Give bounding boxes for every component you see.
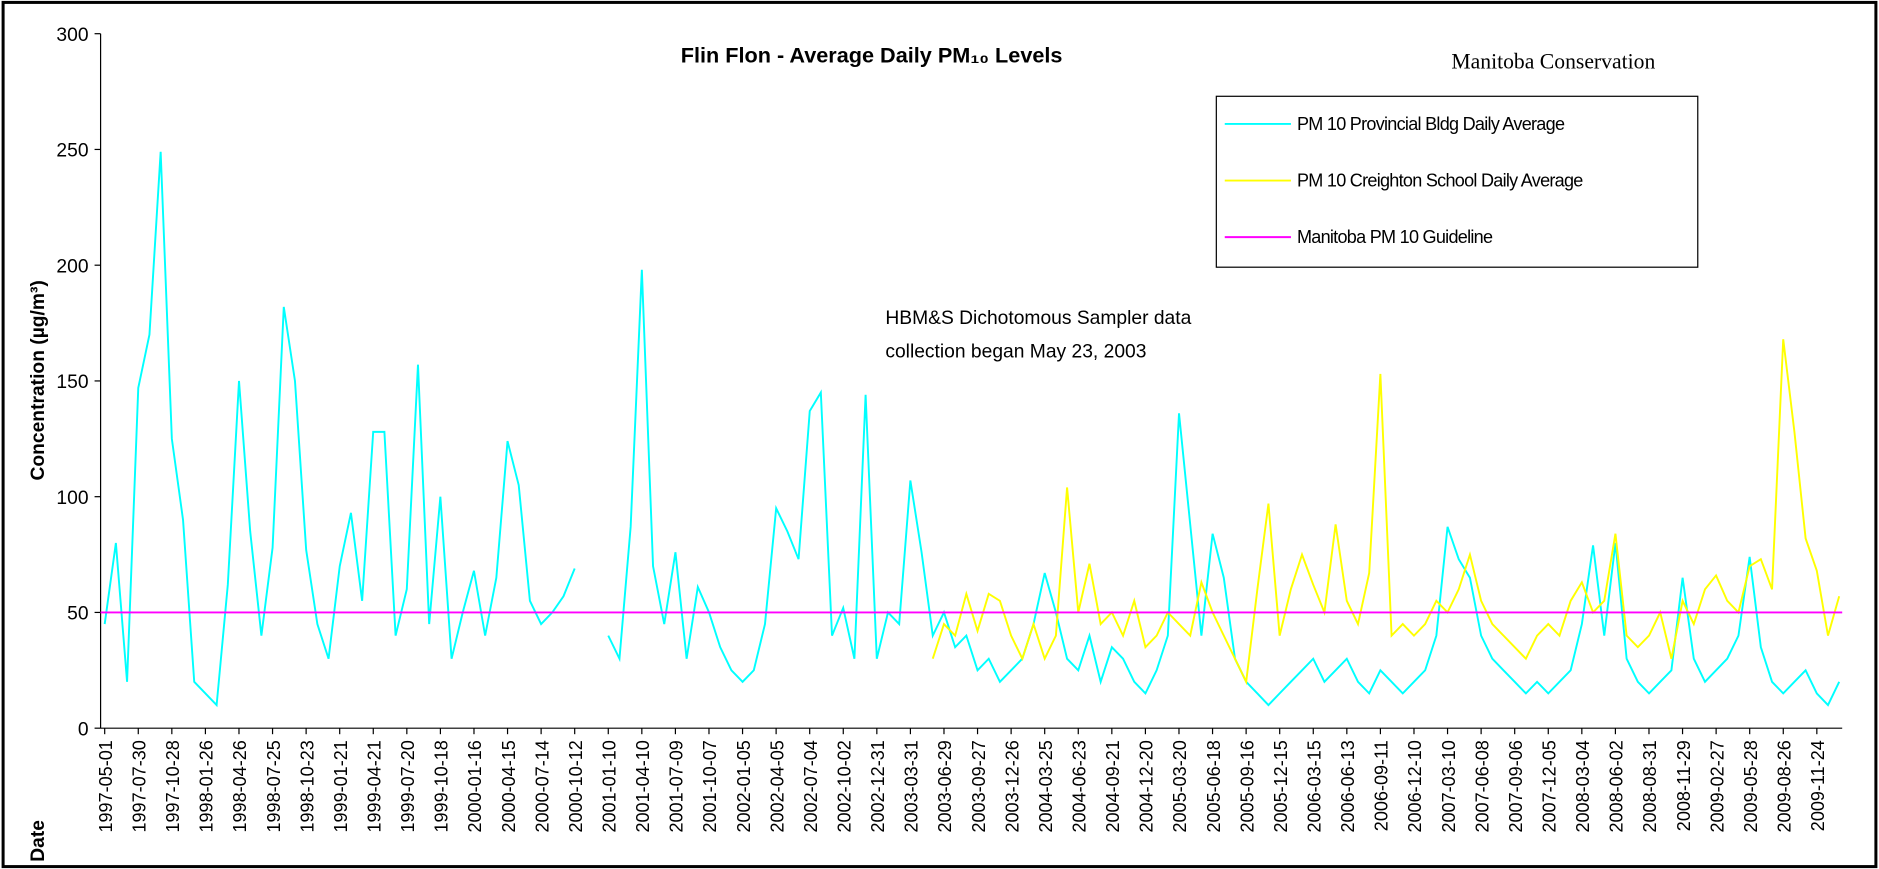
x-tick-label: 2002-01-05 xyxy=(734,740,754,832)
x-tick-label: 2003-12-26 xyxy=(1002,740,1022,832)
x-tick-label: 2006-09-11 xyxy=(1372,740,1392,831)
legend xyxy=(1215,95,1699,268)
x-tick-label: 2009-05-28 xyxy=(1741,740,1761,832)
x-tick-label: 2008-03-04 xyxy=(1573,740,1593,832)
legend-label: PM 10 Creighton School Daily Average xyxy=(1297,171,1583,191)
x-tick-label: 2004-06-23 xyxy=(1069,740,1089,832)
x-tick-label: 2005-12-15 xyxy=(1271,740,1291,832)
x-tick-label: 2002-10-02 xyxy=(834,740,854,832)
x-tick-label: 2000-10-12 xyxy=(566,740,586,832)
x-tick-label: 2009-02-27 xyxy=(1707,740,1727,832)
x-tick-label: 2000-01-16 xyxy=(465,740,485,832)
x-tick-label: 2006-03-15 xyxy=(1304,740,1324,832)
y-tick-label: 0 xyxy=(78,719,89,740)
x-tick-label: 2001-10-07 xyxy=(700,740,720,832)
y-tick-label: 150 xyxy=(56,372,88,393)
x-tick-label: 2003-06-29 xyxy=(935,740,955,832)
x-tick-label: 2007-03-10 xyxy=(1439,740,1459,832)
x-tick-label: 2008-11-29 xyxy=(1674,740,1694,831)
x-tick-label: 1999-04-21 xyxy=(364,740,384,832)
x-tick-label: 2007-06-08 xyxy=(1472,740,1492,832)
x-tick-label: 2005-09-16 xyxy=(1237,740,1257,832)
x-tick-label: 2004-12-20 xyxy=(1137,740,1157,832)
data-line xyxy=(103,151,1841,708)
legend-label: PM 10 Provincial Bldg Daily Average xyxy=(1297,114,1565,134)
x-tick-label: 1997-10-28 xyxy=(163,740,183,832)
x-tick-label: 2003-03-31 xyxy=(902,740,922,832)
x-tick-label: 1999-07-20 xyxy=(398,740,418,832)
x-tick-label: 2002-07-04 xyxy=(801,740,821,832)
x-tick-label: 2002-04-05 xyxy=(767,740,787,832)
x-tick-label: 1999-10-18 xyxy=(432,740,452,832)
x-tick-label: 2007-12-05 xyxy=(1539,740,1559,832)
y-tick-label: 200 xyxy=(56,256,88,277)
x-tick-label: 2007-09-06 xyxy=(1506,740,1526,832)
chart-title: Flin Flon - Average Daily PM₁₀ Levels xyxy=(681,43,1063,68)
x-tick-label: 2001-01-10 xyxy=(599,740,619,832)
x-tick-label: 1999-01-21 xyxy=(331,740,351,832)
x-tick-label: 2005-03-20 xyxy=(1170,740,1190,832)
x-tick-label: 2004-03-25 xyxy=(1036,740,1056,832)
x-tick-label: 2002-12-31 xyxy=(868,740,888,832)
y-tick-label: 300 xyxy=(56,25,88,46)
annotation: collection began May 23, 2003 xyxy=(885,341,1146,362)
y-tick-label: 100 xyxy=(56,488,88,509)
x-tick-label: 2008-06-02 xyxy=(1607,740,1627,832)
x-tick-label: 2003-09-27 xyxy=(969,740,989,832)
x-tick-label: 1998-07-25 xyxy=(264,740,284,832)
y-tick-label: 50 xyxy=(67,604,88,625)
x-tick-label: 2009-08-26 xyxy=(1774,740,1794,832)
source-note: Manitoba Conservation xyxy=(1451,50,1655,74)
x-tick-label: 2008-08-31 xyxy=(1640,740,1660,832)
x-tick-label: 2000-07-14 xyxy=(532,740,552,832)
x-tick-label: 2005-06-18 xyxy=(1204,740,1224,832)
x-tick-label: 1997-07-30 xyxy=(129,740,149,832)
x-tick-label: 2001-07-09 xyxy=(667,740,687,832)
x-tick-label: 2006-06-13 xyxy=(1338,740,1358,832)
x-tick-label: 1998-01-26 xyxy=(197,740,217,832)
x-tick-label: 1998-10-23 xyxy=(297,740,317,832)
x-tick-label: 2000-04-15 xyxy=(499,740,519,832)
legend-label: Manitoba PM 10 Guideline xyxy=(1297,227,1493,247)
x-tick-label: 2001-04-10 xyxy=(633,740,653,832)
x-tick-label: 1997-05-01 xyxy=(96,740,116,832)
x-tick-label: 1998-04-26 xyxy=(230,740,250,832)
annotation: HBM&S Dichotomous Sampler data xyxy=(885,308,1191,329)
x-axis-label: Date xyxy=(28,820,49,862)
y-axis-label: Concentration (µg/m³) xyxy=(28,280,49,480)
x-tick-label: 2009-11-24 xyxy=(1808,740,1828,831)
x-tick-label: 2006-12-10 xyxy=(1405,740,1425,832)
y-tick-label: 250 xyxy=(56,141,88,162)
x-tick-label: 2004-09-21 xyxy=(1103,740,1123,832)
